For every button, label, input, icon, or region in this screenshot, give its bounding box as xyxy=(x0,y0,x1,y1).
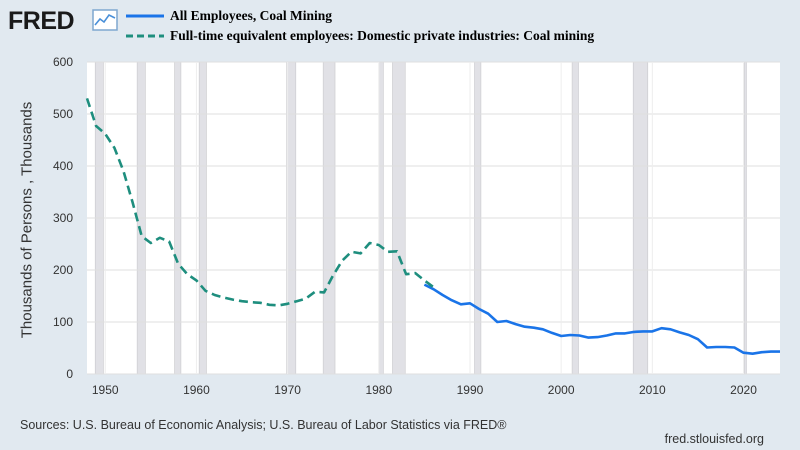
x-tick-label-1950: 1950 xyxy=(92,383,119,397)
y-tick-label-200: 200 xyxy=(53,263,73,277)
source-note: Sources: U.S. Bureau of Economic Analysi… xyxy=(20,418,507,432)
x-tick-label-2010: 2010 xyxy=(639,383,666,397)
y-tick-label-400: 400 xyxy=(53,159,73,173)
legend-label-series-2: Full-time equivalent employees: Domestic… xyxy=(170,28,595,43)
x-tick-label-2000: 2000 xyxy=(548,383,575,397)
x-tick-label-2020: 2020 xyxy=(730,383,757,397)
legend-swatch-solid xyxy=(126,14,164,18)
x-tick-label-1960: 1960 xyxy=(183,383,210,397)
fred-logo[interactable]: FRED xyxy=(8,7,75,35)
site-url-link[interactable]: fred.stlouisfed.org xyxy=(664,432,764,446)
y-tick-label-300: 300 xyxy=(53,211,73,225)
y-tick-label-100: 100 xyxy=(53,315,73,329)
x-tick-label-1970: 1970 xyxy=(274,383,301,397)
series-line-1[interactable] xyxy=(423,283,780,356)
trend-line-icon xyxy=(92,9,118,31)
x-tick-label-1980: 1980 xyxy=(365,383,392,397)
x-tick-label-1990: 1990 xyxy=(457,383,484,397)
legend-item-coal-mining[interactable]: All Employees, Coal Mining xyxy=(126,6,594,26)
legend-swatch-dashed xyxy=(126,34,164,38)
y-tick-label-600: 600 xyxy=(53,55,73,69)
y-tick-label-0: 0 xyxy=(66,367,73,381)
chart-legend: All Employees, Coal Mining Full-time equ… xyxy=(126,6,594,46)
legend-label-series-1: All Employees, Coal Mining xyxy=(170,8,333,23)
series-line-2[interactable] xyxy=(85,97,435,307)
chart-header: FRED All Employees, Coal Mining Full-tim… xyxy=(8,4,792,50)
y-tick-label-500: 500 xyxy=(53,107,73,121)
legend-item-fte-coal-mining[interactable]: Full-time equivalent employees: Domestic… xyxy=(126,26,594,46)
